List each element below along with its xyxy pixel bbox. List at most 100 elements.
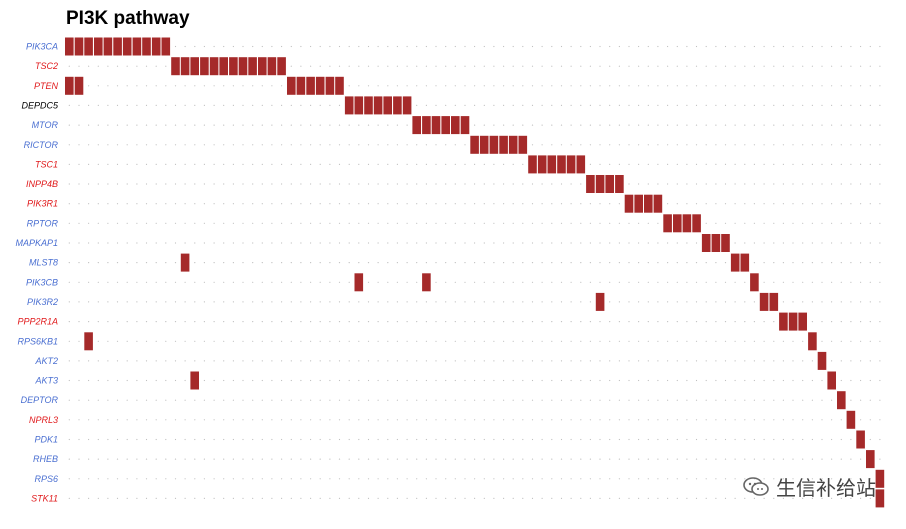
grid-dot — [223, 222, 225, 224]
grid-dot — [396, 478, 398, 480]
gene-label-akt2: AKT2 — [34, 356, 58, 366]
alteration-cell-pten — [335, 76, 344, 95]
alteration-cell-tsc2 — [248, 57, 257, 76]
grid-dot — [512, 399, 514, 401]
grid-dot — [753, 242, 756, 244]
grid-dot — [329, 379, 331, 382]
grid-dot — [88, 124, 90, 126]
grid-dot — [831, 85, 833, 87]
grid-dot — [599, 379, 601, 382]
grid-dot — [840, 438, 842, 441]
grid-dot — [232, 281, 234, 283]
grid-dot — [474, 163, 476, 165]
grid-dot — [78, 478, 80, 480]
grid-dot — [406, 281, 408, 283]
grid-dot — [705, 419, 707, 421]
grid-dot — [782, 438, 785, 441]
grid-dot — [174, 399, 177, 401]
grid-dot — [570, 104, 572, 106]
grid-dot — [242, 163, 244, 165]
grid-dot — [879, 340, 881, 342]
grid-dot — [155, 458, 157, 460]
grid-dot — [155, 301, 157, 303]
grid-dot — [618, 497, 621, 499]
grid-dot — [445, 262, 447, 264]
grid-dot — [396, 301, 398, 303]
grid-dot — [203, 104, 205, 106]
grid-dot — [107, 104, 109, 106]
grid-dot — [126, 85, 128, 87]
grid-dot — [570, 242, 572, 244]
grid-dot — [165, 478, 167, 480]
grid-dot — [551, 478, 553, 480]
grid-dot — [271, 301, 273, 303]
grid-dot — [503, 360, 505, 362]
grid-dot — [348, 478, 350, 480]
grid-dot — [203, 399, 205, 401]
grid-dot — [88, 85, 90, 87]
grid-dot — [560, 281, 563, 283]
grid-dot — [242, 45, 244, 48]
grid-dot — [821, 45, 823, 48]
grid-dot — [773, 458, 775, 460]
grid-dot — [860, 104, 862, 106]
grid-dot — [580, 144, 582, 146]
grid-dot — [589, 104, 592, 106]
grid-dot — [628, 301, 630, 303]
grid-dot — [338, 104, 341, 106]
grid-dot — [203, 222, 205, 224]
grid-dot — [358, 399, 360, 401]
grid-dot — [454, 321, 456, 323]
grid-dot — [68, 399, 70, 401]
grid-dot — [232, 301, 234, 303]
grid-dot — [589, 242, 592, 244]
grid-dot — [647, 458, 649, 460]
grid-dot — [290, 478, 292, 480]
grid-dot — [155, 163, 157, 165]
grid-dot — [560, 242, 563, 244]
grid-dot — [657, 301, 659, 303]
grid-dot — [68, 340, 70, 342]
grid-dot — [165, 379, 167, 382]
grid-dot — [522, 478, 524, 480]
grid-dot — [493, 340, 495, 342]
grid-dot — [686, 478, 688, 480]
grid-dot — [126, 478, 128, 480]
grid-dot — [435, 340, 437, 342]
grid-dot — [68, 104, 70, 106]
grid-dot — [647, 163, 649, 165]
grid-dot — [348, 497, 350, 499]
grid-dot — [78, 360, 80, 362]
grid-dot — [840, 478, 842, 480]
grid-dot — [744, 419, 746, 421]
grid-dot — [753, 419, 756, 421]
grid-dot — [290, 419, 292, 421]
grid-dot — [329, 301, 331, 303]
grid-dot — [792, 242, 794, 244]
grid-dot — [667, 65, 669, 67]
grid-dot — [68, 497, 70, 499]
grid-dot — [773, 497, 775, 499]
grid-dot — [705, 85, 707, 87]
grid-dot — [676, 438, 678, 441]
grid-dot — [744, 144, 746, 146]
grid-dot — [416, 301, 418, 303]
grid-dot — [763, 399, 765, 401]
grid-dot — [338, 281, 341, 283]
grid-dot — [628, 419, 630, 421]
grid-dot — [213, 458, 215, 460]
grid-dot — [387, 360, 389, 362]
grid-dot — [831, 242, 833, 244]
grid-dot — [184, 281, 186, 283]
grid-dot — [252, 124, 254, 126]
grid-dot — [406, 203, 408, 205]
grid-dot — [715, 419, 717, 421]
grid-dot — [628, 85, 630, 87]
grid-dot — [493, 379, 495, 382]
grid-dot — [203, 144, 205, 146]
grid-dot — [493, 242, 495, 244]
grid-dot — [261, 321, 263, 323]
gene-label-pten: PTEN — [34, 81, 59, 91]
grid-dot — [782, 183, 785, 185]
grid-dot — [724, 321, 727, 323]
